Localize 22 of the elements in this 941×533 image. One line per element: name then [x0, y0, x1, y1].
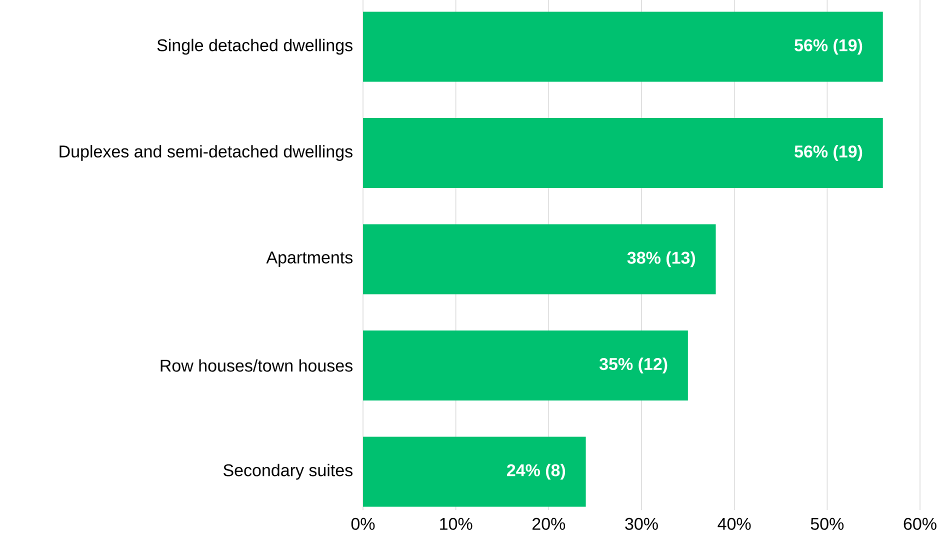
y-tick-label: Single detached dwellings	[157, 38, 352, 55]
y-tick-label: Apartments	[266, 252, 353, 267]
data-label: 38% (13)	[627, 251, 696, 268]
y-tick-label: Secondary suites	[224, 464, 352, 480]
bar	[363, 118, 883, 188]
data-label: 24% (8)	[507, 464, 566, 480]
bar	[363, 12, 883, 82]
bar	[363, 330, 688, 400]
data-label: 56% (19)	[794, 145, 862, 161]
bar	[363, 436, 586, 507]
x-tick-label: 10%	[440, 518, 472, 530]
y-tick-label: Duplexes and semi-detached dwellings	[60, 145, 352, 161]
x-tick-label: 50%	[810, 518, 844, 530]
y-tick-label: Row houses/town houses	[160, 359, 352, 372]
x-tick-label: 40%	[718, 518, 751, 530]
x-tick-label: 60%	[904, 518, 936, 530]
x-tick-label: 20%	[532, 518, 566, 530]
x-tick-label: 30%	[625, 518, 658, 530]
data-label: 56% (19)	[794, 38, 862, 55]
data-label: 35% (12)	[599, 358, 668, 374]
x-tick-label: 0%	[351, 518, 375, 530]
bar	[363, 224, 716, 294]
